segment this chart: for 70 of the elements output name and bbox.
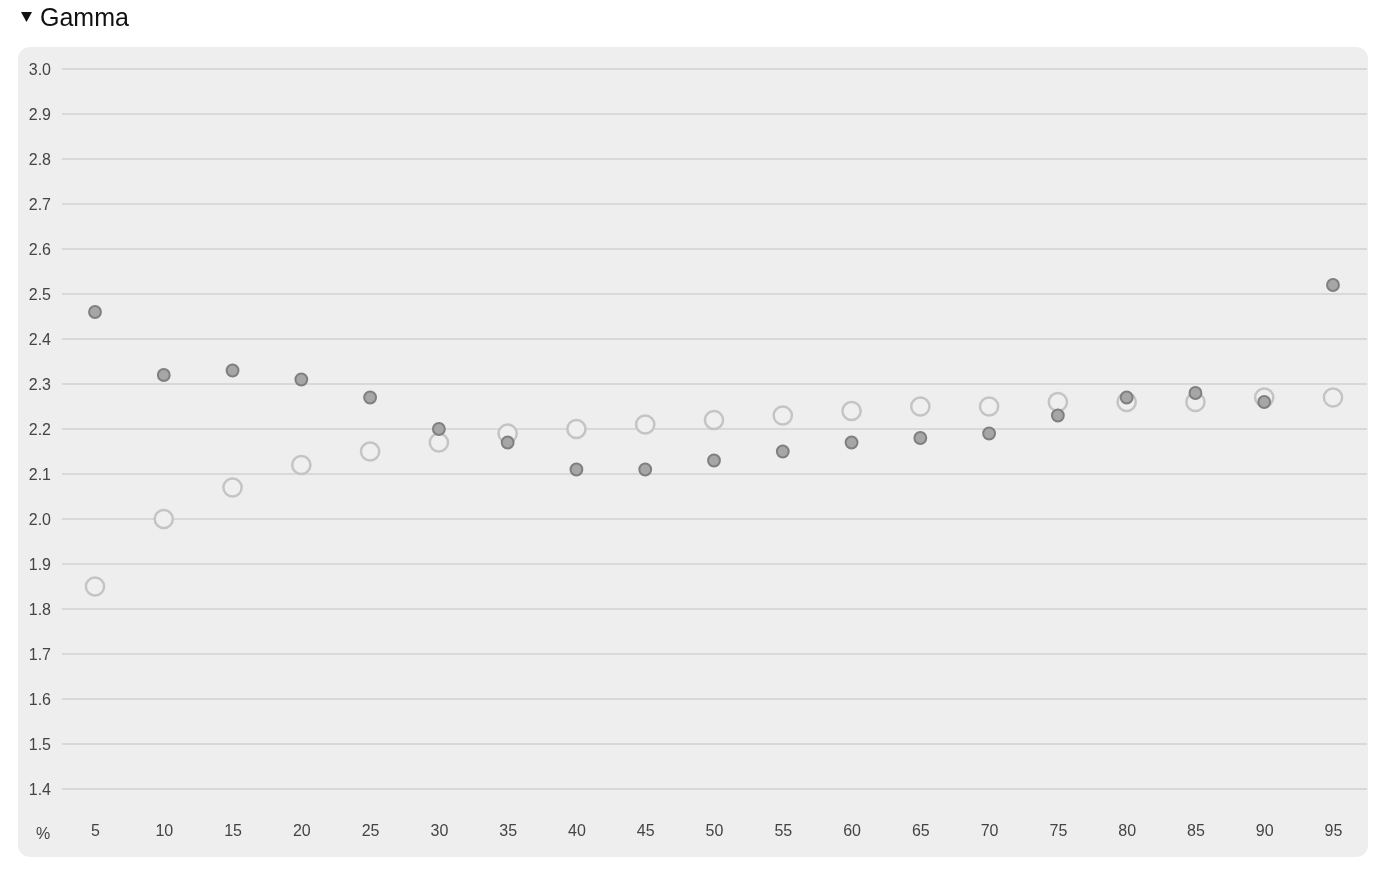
y-tick-label: 2.1: [28, 465, 52, 483]
x-tick-label: 75: [1049, 822, 1068, 840]
y-tick-label: 2.7: [28, 195, 52, 213]
x-tick-label: 30: [430, 822, 449, 840]
x-tick-label: 95: [1324, 822, 1343, 840]
point: [153, 508, 175, 530]
x-tick-label: 85: [1187, 822, 1205, 840]
x-tick-label: 70: [980, 822, 999, 840]
y-tick-label: 1.4: [28, 780, 52, 798]
y-tick-label: 2.8: [28, 150, 52, 168]
x-tick-label: 45: [636, 822, 655, 840]
point: [1047, 391, 1069, 413]
point: [569, 462, 584, 477]
point: [431, 422, 446, 436]
point: [772, 405, 794, 426]
point: [978, 396, 1000, 417]
point: [294, 372, 309, 387]
point: [222, 477, 243, 498]
x-tick-label: 20: [292, 822, 311, 840]
x-tick-label: 40: [568, 822, 586, 840]
x-tick-label: 35: [499, 822, 518, 840]
x-tick-label: 50: [705, 822, 724, 840]
y-tick-label: 2.9: [28, 105, 52, 123]
x-tick-label: 55: [774, 822, 793, 840]
y-tick-label: 2.3: [28, 375, 52, 393]
y-tick-label: 1.5: [28, 735, 52, 753]
x-tick-label: 15: [224, 822, 243, 840]
point: [841, 400, 862, 422]
y-tick-label: 2.2: [28, 420, 52, 438]
y-tick-label: 2.4: [28, 330, 52, 348]
point: [363, 390, 378, 405]
point: [566, 418, 587, 440]
point: [909, 396, 931, 417]
point: [290, 454, 312, 476]
point: [225, 363, 240, 378]
point: [359, 441, 381, 462]
y-tick-label: 1.7: [28, 645, 52, 663]
y-tick-label: 2.0: [28, 510, 52, 528]
x-tick-label: 90: [1255, 822, 1274, 840]
point: [707, 453, 721, 468]
y-tick-label: 2.5: [28, 285, 52, 303]
point: [1188, 386, 1203, 400]
point: [88, 305, 102, 319]
point: [1322, 387, 1344, 408]
x-tick-label: 80: [1118, 822, 1137, 840]
y-tick-label: 1.9: [28, 555, 52, 573]
point: [634, 414, 656, 435]
point: [156, 368, 171, 382]
point: [703, 409, 725, 431]
point: [982, 426, 997, 441]
chart-title: Gamma: [40, 3, 129, 31]
y-tick-label: 2.6: [28, 240, 52, 258]
x-tick-label: 65: [911, 822, 930, 840]
point: [844, 435, 859, 450]
point: [428, 432, 450, 453]
x-tick-label: 25: [361, 822, 380, 840]
point: [84, 576, 106, 597]
x-tick-label: 5: [91, 822, 101, 840]
y-tick-label: 1.8: [28, 600, 52, 618]
x-axis-title: %: [35, 825, 51, 842]
x-tick-label: 10: [155, 822, 174, 840]
point: [775, 444, 790, 459]
point: [913, 431, 928, 445]
point: [500, 435, 515, 450]
point: [1050, 408, 1065, 423]
y-tick-label: 1.6: [28, 690, 52, 708]
x-tick-label: 60: [843, 822, 862, 840]
point: [1326, 278, 1340, 292]
y-tick-label: 3.0: [28, 60, 52, 78]
point: [638, 462, 653, 477]
